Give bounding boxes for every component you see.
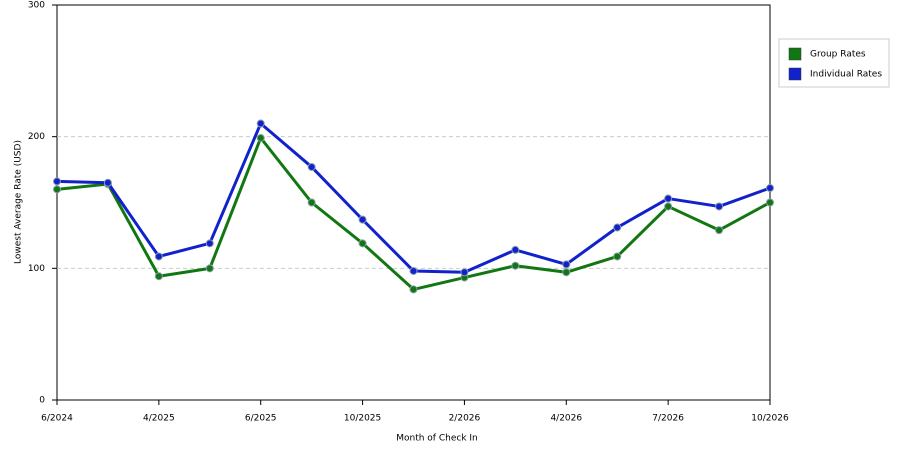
point xyxy=(613,252,622,261)
point xyxy=(562,268,571,277)
point xyxy=(205,264,214,273)
point xyxy=(409,266,418,275)
plot-area xyxy=(56,4,771,401)
x-tick-label: 4/2026 xyxy=(550,414,582,424)
x-tick-label: 6/2025 xyxy=(245,414,277,424)
legend-label: Group Rates xyxy=(810,50,866,60)
point xyxy=(307,162,316,171)
y-tick-label: 200 xyxy=(28,132,45,142)
point xyxy=(511,245,520,254)
x-tick-label: 10/2025 xyxy=(344,414,381,424)
legend-label: Individual Rates xyxy=(810,70,882,80)
x-tick-label: 2/2026 xyxy=(449,414,481,424)
y-tick-label: 300 xyxy=(28,1,45,11)
legend-swatch xyxy=(788,47,802,61)
point xyxy=(511,261,520,270)
point xyxy=(664,202,673,211)
point xyxy=(409,285,418,294)
point xyxy=(53,185,61,194)
point xyxy=(358,239,367,248)
legend-swatch xyxy=(788,67,802,81)
x-tick-label: 7/2026 xyxy=(652,414,684,424)
point xyxy=(154,272,163,281)
point xyxy=(766,198,774,207)
point xyxy=(715,202,724,211)
x-tick-label: 6/2024 xyxy=(41,414,73,424)
point xyxy=(766,184,774,193)
x-tick-label: 10/2026 xyxy=(751,414,789,424)
point xyxy=(613,223,622,232)
y-tick-label: 100 xyxy=(28,264,45,274)
point xyxy=(205,239,214,248)
point xyxy=(256,119,265,128)
point xyxy=(715,226,724,235)
point xyxy=(256,133,265,142)
point xyxy=(664,194,673,203)
point xyxy=(460,268,469,277)
point xyxy=(154,252,163,261)
point xyxy=(562,260,571,269)
y-tick-label: 0 xyxy=(39,396,45,406)
x-axis-label: Month of Check In xyxy=(396,434,478,444)
point xyxy=(358,215,367,224)
point xyxy=(307,198,316,207)
point xyxy=(53,177,61,186)
point xyxy=(103,178,112,187)
y-axis-label: Lowest Average Rate (USD) xyxy=(14,140,24,264)
x-tick-label: 4/2025 xyxy=(143,414,175,424)
